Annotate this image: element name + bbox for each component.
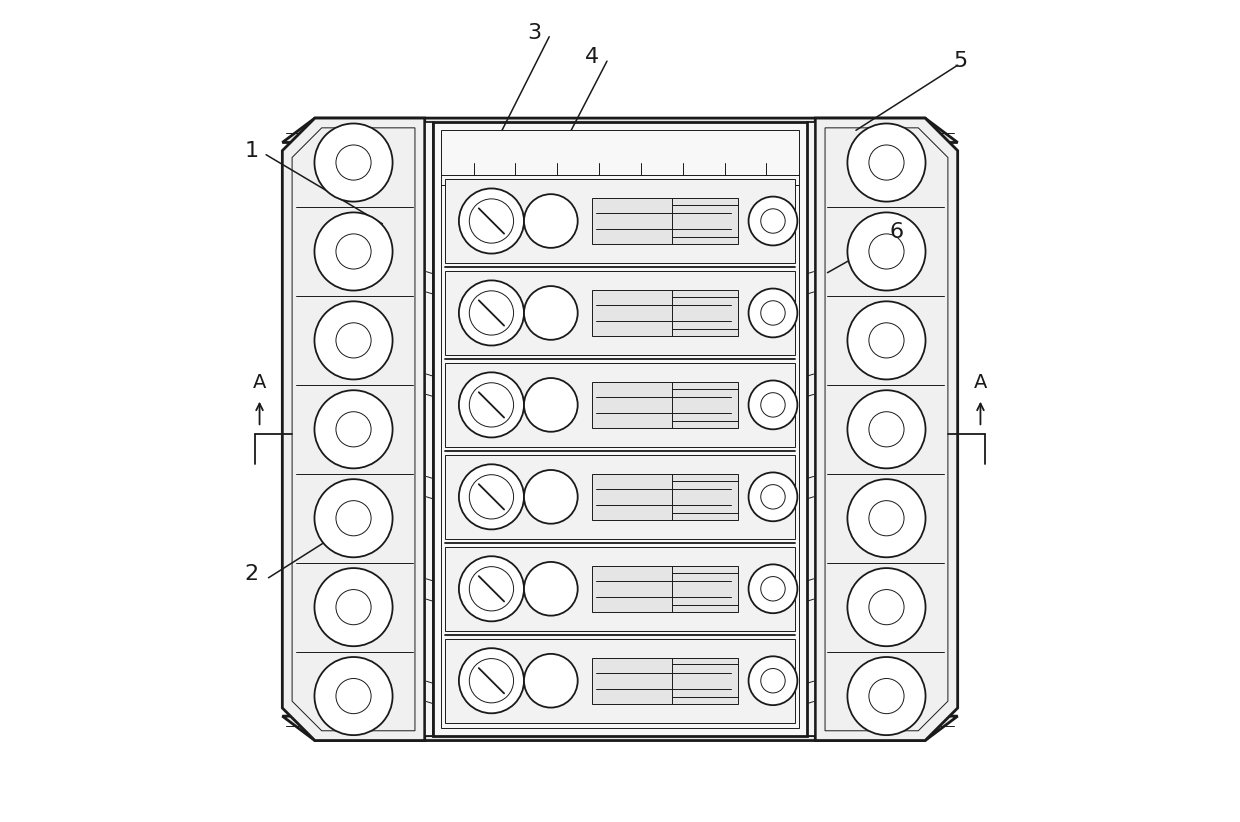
- Circle shape: [315, 657, 393, 735]
- Circle shape: [459, 464, 525, 529]
- Circle shape: [315, 302, 393, 380]
- Circle shape: [749, 289, 797, 337]
- Bar: [445, 639, 795, 723]
- Text: 4: 4: [584, 47, 599, 67]
- Bar: [591, 382, 738, 427]
- Circle shape: [749, 565, 797, 613]
- Bar: [591, 198, 738, 244]
- Circle shape: [749, 473, 797, 521]
- Polygon shape: [815, 118, 957, 741]
- Bar: [445, 271, 795, 355]
- Bar: [445, 455, 795, 538]
- Circle shape: [847, 123, 925, 201]
- Circle shape: [525, 194, 578, 248]
- Circle shape: [525, 470, 578, 524]
- Circle shape: [315, 123, 393, 201]
- Text: 3: 3: [527, 23, 542, 43]
- Circle shape: [459, 372, 525, 437]
- Text: 6: 6: [889, 222, 904, 242]
- Circle shape: [847, 479, 925, 557]
- Bar: [445, 179, 795, 263]
- Bar: [591, 566, 738, 612]
- Circle shape: [459, 188, 525, 253]
- Circle shape: [315, 479, 393, 557]
- Bar: [807, 122, 815, 737]
- Circle shape: [315, 212, 393, 290]
- Polygon shape: [283, 118, 425, 741]
- Circle shape: [847, 568, 925, 646]
- Circle shape: [749, 381, 797, 429]
- Text: A: A: [253, 373, 267, 392]
- Text: 1: 1: [244, 141, 258, 160]
- Circle shape: [847, 302, 925, 380]
- Circle shape: [525, 286, 578, 339]
- Text: A: A: [973, 373, 987, 392]
- Circle shape: [749, 656, 797, 705]
- Bar: [433, 122, 807, 737]
- Bar: [591, 474, 738, 520]
- Circle shape: [525, 378, 578, 432]
- Bar: [441, 130, 799, 728]
- Circle shape: [525, 562, 578, 616]
- Circle shape: [847, 212, 925, 290]
- Circle shape: [847, 657, 925, 735]
- Circle shape: [459, 649, 525, 713]
- Text: 2: 2: [244, 564, 258, 584]
- Circle shape: [749, 196, 797, 246]
- Circle shape: [459, 556, 525, 621]
- Circle shape: [315, 568, 393, 646]
- Polygon shape: [283, 118, 957, 142]
- Bar: [445, 547, 795, 630]
- Circle shape: [315, 390, 393, 469]
- Circle shape: [459, 280, 525, 345]
- Circle shape: [525, 653, 578, 708]
- Bar: [425, 122, 433, 737]
- Bar: [591, 290, 738, 335]
- Bar: [445, 363, 795, 447]
- Circle shape: [847, 390, 925, 469]
- Bar: [591, 658, 738, 704]
- Polygon shape: [283, 716, 957, 741]
- Text: 5: 5: [954, 51, 967, 72]
